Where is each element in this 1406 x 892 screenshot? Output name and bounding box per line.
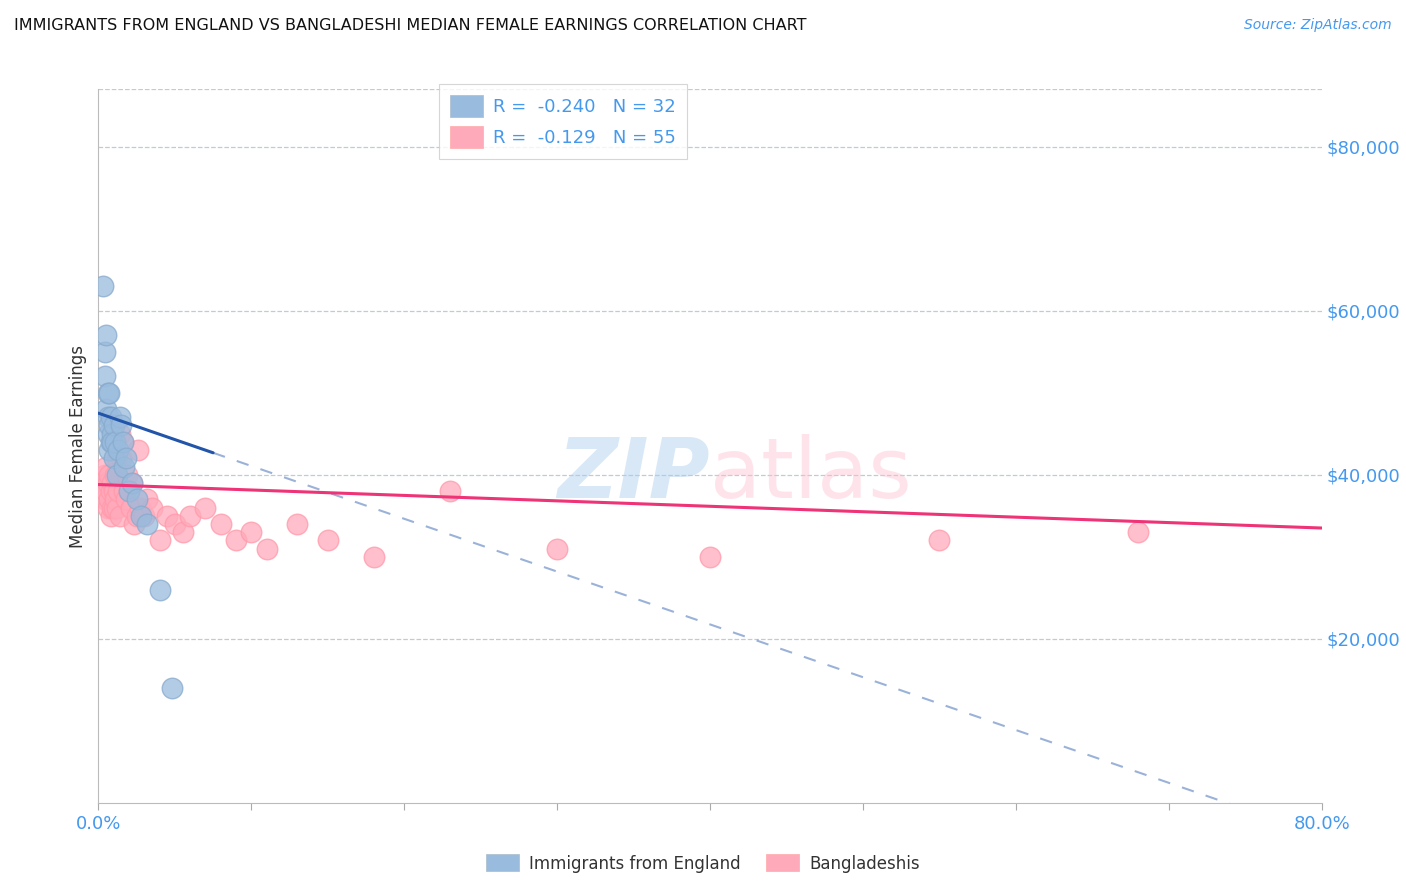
Point: [928, 533, 950, 548]
Point: [136, 492, 159, 507]
Legend: R =  -0.240   N = 32, R =  -0.129   N = 55: R = -0.240 N = 32, R = -0.129 N = 55: [439, 84, 688, 159]
Point: [108, 508, 131, 523]
Point: [103, 418, 125, 433]
Point: [136, 516, 159, 531]
Point: [107, 443, 129, 458]
Point: [97, 385, 120, 400]
Point: [100, 410, 122, 425]
Point: [121, 475, 143, 490]
Point: [98, 443, 121, 458]
Point: [149, 582, 172, 597]
Point: [94, 459, 117, 474]
Point: [103, 484, 125, 499]
Point: [97, 475, 120, 490]
Point: [125, 508, 148, 523]
Point: [111, 434, 134, 449]
Point: [163, 516, 186, 531]
Point: [93, 369, 115, 384]
Point: [118, 484, 141, 499]
Point: [94, 484, 117, 499]
Point: [149, 533, 172, 548]
Text: IMMIGRANTS FROM ENGLAND VS BANGLADESHI MEDIAN FEMALE EARNINGS CORRELATION CHART: IMMIGRANTS FROM ENGLAND VS BANGLADESHI M…: [14, 18, 807, 33]
Point: [122, 516, 145, 531]
Point: [91, 279, 114, 293]
Point: [98, 385, 121, 400]
Point: [98, 418, 121, 433]
Point: [103, 451, 125, 466]
Point: [105, 500, 128, 515]
Point: [546, 541, 568, 556]
Point: [100, 484, 122, 499]
Point: [209, 516, 232, 531]
Point: [93, 344, 115, 359]
Point: [105, 467, 128, 482]
Point: [125, 492, 148, 507]
Point: [134, 508, 156, 523]
Point: [118, 484, 141, 499]
Point: [127, 443, 149, 458]
Point: [93, 467, 115, 482]
Point: [128, 500, 150, 515]
Point: [110, 451, 132, 466]
Point: [160, 681, 183, 695]
Point: [94, 328, 117, 343]
Point: [105, 451, 128, 466]
Point: [115, 451, 138, 466]
Point: [172, 525, 194, 540]
Point: [363, 549, 385, 564]
Point: [112, 484, 135, 499]
Point: [100, 434, 122, 449]
Point: [98, 467, 121, 482]
Point: [129, 508, 152, 523]
Point: [104, 467, 127, 482]
Text: ZIP: ZIP: [557, 434, 710, 515]
Point: [108, 410, 131, 425]
Point: [91, 475, 114, 490]
Point: [104, 434, 127, 449]
Point: [240, 525, 263, 540]
Point: [316, 533, 339, 548]
Point: [108, 426, 131, 441]
Point: [141, 500, 163, 515]
Point: [94, 402, 117, 417]
Point: [101, 426, 124, 441]
Point: [97, 426, 120, 441]
Point: [98, 492, 121, 507]
Point: [1128, 525, 1150, 540]
Text: Source: ZipAtlas.com: Source: ZipAtlas.com: [1244, 18, 1392, 32]
Point: [101, 500, 124, 515]
Point: [115, 492, 138, 507]
Point: [93, 492, 115, 507]
Point: [256, 541, 278, 556]
Point: [156, 508, 179, 523]
Point: [194, 500, 217, 515]
Point: [285, 516, 308, 531]
Point: [111, 434, 134, 449]
Point: [107, 484, 129, 499]
Point: [179, 508, 201, 523]
Point: [699, 549, 721, 564]
Point: [104, 492, 127, 507]
Point: [110, 418, 132, 433]
Legend: Immigrants from England, Bangladeshis: Immigrants from England, Bangladeshis: [479, 847, 927, 880]
Point: [103, 500, 125, 515]
Point: [101, 475, 124, 490]
Point: [120, 500, 142, 515]
Point: [225, 533, 247, 548]
Point: [97, 410, 120, 425]
Point: [101, 434, 124, 449]
Y-axis label: Median Female Earnings: Median Female Earnings: [69, 344, 87, 548]
Point: [121, 475, 143, 490]
Point: [112, 459, 135, 474]
Point: [97, 500, 120, 515]
Point: [439, 484, 461, 499]
Point: [117, 467, 139, 482]
Text: atlas: atlas: [710, 434, 911, 515]
Point: [100, 508, 122, 523]
